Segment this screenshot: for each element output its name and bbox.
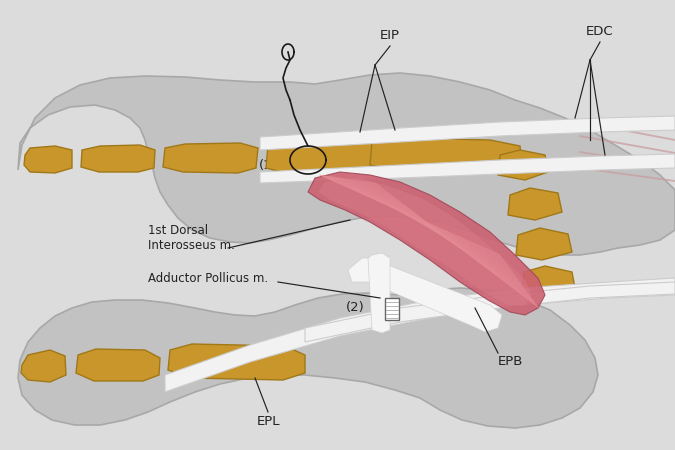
Text: EPB: EPB — [498, 355, 523, 368]
Polygon shape — [18, 73, 675, 255]
Polygon shape — [348, 258, 502, 332]
Polygon shape — [24, 146, 72, 173]
Polygon shape — [18, 288, 598, 428]
Polygon shape — [266, 140, 382, 175]
Polygon shape — [305, 282, 675, 342]
Text: (1): (1) — [259, 158, 277, 171]
Polygon shape — [516, 228, 572, 260]
Text: EDC: EDC — [586, 25, 614, 38]
Polygon shape — [508, 188, 562, 220]
Polygon shape — [163, 143, 258, 173]
Polygon shape — [370, 138, 522, 172]
Text: Adductor Pollicus m.: Adductor Pollicus m. — [148, 271, 268, 284]
Text: (2): (2) — [346, 302, 365, 315]
Polygon shape — [318, 178, 532, 305]
Polygon shape — [260, 154, 675, 183]
Polygon shape — [168, 344, 305, 380]
Text: EPL: EPL — [256, 415, 279, 428]
Polygon shape — [165, 278, 675, 392]
Bar — [385, 298, 399, 320]
Polygon shape — [308, 172, 545, 315]
Polygon shape — [81, 145, 155, 172]
Polygon shape — [21, 350, 66, 382]
Text: EIP: EIP — [380, 29, 400, 42]
Polygon shape — [260, 116, 675, 150]
Polygon shape — [368, 253, 390, 333]
Polygon shape — [76, 349, 160, 381]
Polygon shape — [522, 266, 575, 296]
Text: 1st Dorsal
Interosseus m.: 1st Dorsal Interosseus m. — [148, 224, 235, 252]
Polygon shape — [498, 150, 548, 180]
